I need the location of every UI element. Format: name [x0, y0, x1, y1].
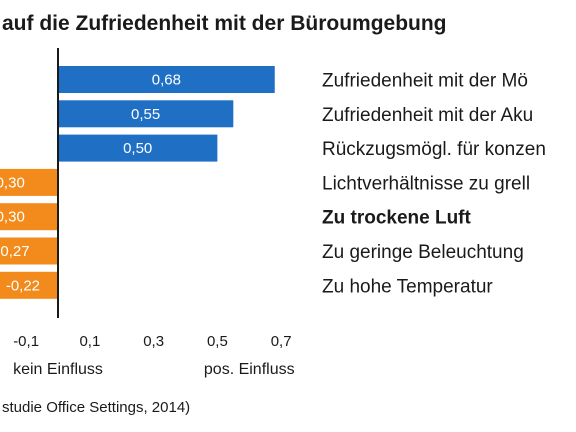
- bar-3: [58, 134, 218, 162]
- bar-value-label-5: 0,30: [0, 209, 25, 226]
- x-tick-label-3: 0,3: [143, 333, 164, 350]
- bar-6: [0, 237, 58, 265]
- category-label-6: Zu geringe Beleuchtung: [322, 242, 524, 263]
- bar-value-label-4: 0,30: [0, 174, 25, 191]
- category-label-3: Rückzugsmögl. für konzen: [322, 139, 546, 160]
- bar-value-label-7: -0,22: [6, 277, 40, 294]
- bar-value-label-3: 0,50: [123, 140, 152, 157]
- bar-2: [58, 100, 234, 128]
- bars-group: 0,68 0,55 0,50 0,30 0,30 0,27 -0,22: [0, 66, 275, 299]
- x-axis-ticks-group: -0,1 0,1 0,3 0,5 0,7: [13, 333, 291, 350]
- x-tick-label-5: 0,7: [271, 333, 292, 350]
- bar-value-label-2: 0,55: [131, 106, 160, 123]
- category-label-1: Zufriedenheit mit der Mö: [322, 71, 528, 92]
- x-tick-label-1: -0,1: [13, 333, 39, 350]
- category-label-4: Lichtverhältnisse zu grell: [322, 173, 530, 194]
- axis-note-positive-influence: pos. Einfluss: [204, 361, 295, 378]
- category-label-2: Zufriedenheit mit der Aku: [322, 105, 533, 126]
- chart-title: auf die Zufriedenheit mit der Büroumgebu…: [2, 12, 447, 35]
- category-labels-group: Zufriedenheit mit der Mö Zufriedenheit mi…: [322, 71, 546, 298]
- bar-7: [0, 271, 58, 299]
- bar-5: [0, 203, 58, 231]
- source-note: studie Office Settings, 2014): [2, 399, 190, 416]
- category-label-7: Zu hohe Temperatur: [322, 276, 493, 297]
- bar-value-label-6: 0,27: [0, 243, 29, 260]
- category-label-5: Zu trockene Luft: [322, 208, 472, 229]
- x-tick-label-4: 0,5: [207, 333, 228, 350]
- bar-4: [0, 168, 58, 196]
- bar-value-label-1: 0,68: [152, 72, 181, 89]
- axis-note-no-influence: kein Einfluss: [13, 361, 103, 378]
- x-tick-label-2: 0,1: [79, 333, 100, 350]
- bar-1: [58, 66, 275, 93]
